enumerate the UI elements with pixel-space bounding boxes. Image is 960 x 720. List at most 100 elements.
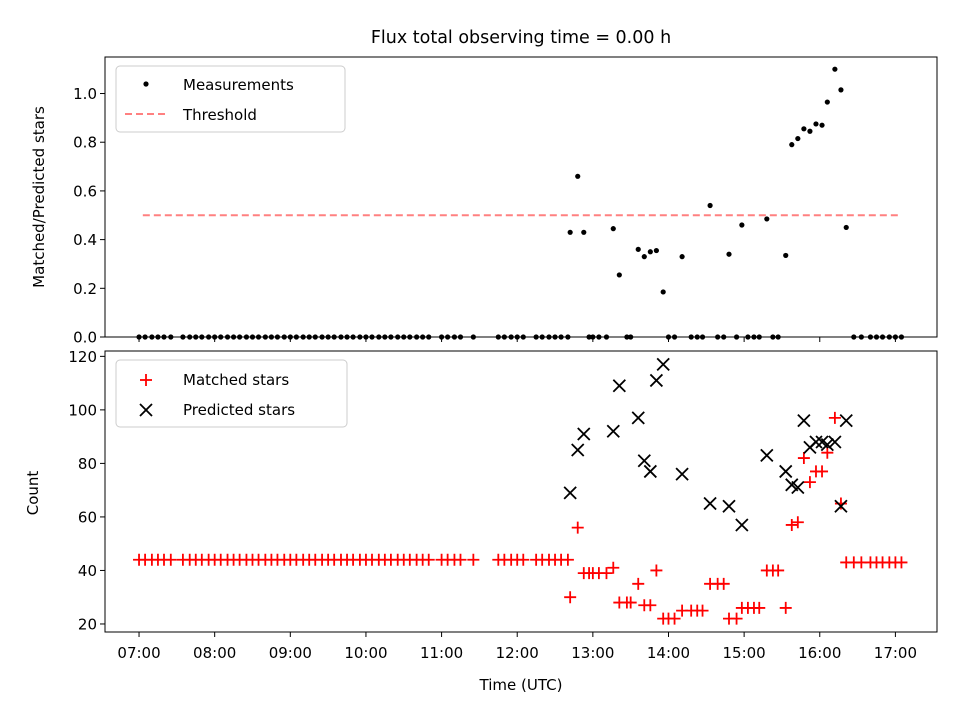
matched-stars-point [696, 604, 709, 617]
count-y-ticks: 20 40 60 80 100 120 [68, 348, 105, 633]
count-y-tick-label: 20 [78, 615, 97, 633]
matched-stars-point [816, 465, 829, 478]
x-tick-label: 08:00 [193, 644, 236, 662]
legend-measurements-label: Measurements [183, 76, 294, 94]
measurement-point [801, 126, 807, 132]
measurement-point [764, 216, 770, 222]
predicted-stars-point [675, 467, 689, 481]
measurement-point [824, 99, 830, 105]
ratio-y-tick-label: 0.8 [73, 134, 97, 152]
matched-stars-point [730, 612, 743, 625]
x-tick-label: 11:00 [420, 644, 463, 662]
measurement-point [726, 251, 732, 257]
matched-stars-point [828, 411, 841, 424]
count-y-tick-label: 60 [78, 508, 97, 526]
predicted-stars-point [760, 448, 774, 463]
matched-stars-point [668, 612, 681, 625]
ratio-legend-box [115, 65, 346, 133]
count-y-tick-label: 40 [78, 562, 97, 580]
predicted-stars-point [606, 424, 620, 438]
predicted-stars-point [656, 357, 670, 372]
x-tick-label: 17:00 [874, 644, 917, 662]
matched-stars-point [644, 599, 657, 612]
measurement-point [843, 224, 849, 231]
predicted-stars-point [637, 454, 651, 468]
ratio-axes-frame [104, 56, 938, 338]
measurement-point [616, 272, 622, 278]
count-y-tick-label: 100 [68, 401, 97, 419]
measurement-point [807, 128, 813, 134]
predicted-stars-point [779, 464, 793, 479]
measurement-point [707, 202, 713, 209]
x-tick-label: 12:00 [496, 644, 539, 662]
count-y-tick-label: 120 [68, 348, 97, 366]
matched-stars-point [791, 516, 804, 529]
chart-title: Flux total observing time = 0.00 h [371, 28, 671, 48]
predicted-stars-point [820, 438, 834, 452]
measurement-point [610, 226, 616, 232]
ratio-y-tick-label: 0.0 [73, 329, 97, 347]
matched-stars-point [895, 556, 908, 569]
matched-stars-point [571, 521, 584, 534]
count-axes-frame [104, 350, 938, 633]
predicted-stars-point [809, 435, 823, 449]
x-tick-label: 09:00 [269, 644, 312, 662]
matched-stars-point [164, 553, 177, 566]
predicted-stars-point [722, 499, 736, 513]
measurement-point [567, 229, 573, 235]
predicted-stars-point [791, 480, 805, 495]
ratio-y-axis-label: Matched/Predicted stars [30, 106, 48, 288]
count-y-tick-label: 80 [78, 455, 97, 473]
x-tick-label: 14:00 [647, 644, 690, 662]
predicted-stars-point [797, 413, 811, 428]
predicted-stars-point [839, 413, 853, 428]
x-tick-label: 15:00 [723, 644, 766, 662]
matched-stars-point [650, 564, 663, 577]
matched-stars-point [779, 601, 792, 614]
matched-stars-point [607, 561, 620, 574]
measurement-point [641, 254, 647, 260]
ratio-y-tick-label: 1.0 [73, 85, 97, 103]
measurement-point [635, 246, 641, 252]
measurement-point [795, 135, 801, 142]
matched-stars-point [467, 553, 480, 566]
matched-stars-point [564, 591, 577, 604]
count-legend-box [115, 359, 348, 428]
count-panel: 20 40 60 80 100 120 07:00 08:00 09:00 10:00 11:00… [24, 348, 938, 694]
x-tick-label: 13:00 [571, 644, 614, 662]
matched-stars-point [600, 567, 613, 580]
legend-predicted-label: Predicted stars [183, 401, 295, 419]
matched-stars-point [561, 553, 574, 566]
predicted-stars-point [571, 443, 585, 457]
matched-stars-point [454, 553, 467, 566]
x-tick-label: 07:00 [117, 644, 160, 662]
ratio-legend: Measurements Threshold [115, 65, 346, 133]
predicted-stars-point [828, 435, 842, 449]
matched-stars-point [753, 601, 766, 614]
legend-predicted-marker [139, 403, 153, 417]
legend-measurements-marker [143, 81, 149, 87]
measurement-point [832, 66, 838, 72]
measurement-point [581, 229, 587, 235]
predicted-stars-point [563, 486, 577, 500]
matched-stars-point [632, 577, 645, 590]
count-y-axis-label: Count [24, 471, 42, 516]
predicted-stars-point [631, 411, 645, 425]
matched-stars-point [785, 518, 798, 531]
predicted-stars-point [735, 518, 749, 532]
ratio-y-tick-label: 0.2 [73, 280, 97, 298]
count-plot-area [133, 357, 908, 625]
measurement-point [739, 222, 745, 228]
legend-matched-marker [140, 374, 152, 386]
predicted-stars-point [577, 427, 591, 441]
ratio-y-tick-label: 0.4 [73, 231, 97, 249]
measurement-point [838, 87, 844, 93]
count-legend: Matched stars Predicted stars [115, 359, 348, 428]
matched-stars-point [797, 452, 810, 465]
predicted-stars-point [649, 373, 664, 388]
matched-stars-point [717, 577, 730, 590]
x-tick-label: 10:00 [344, 644, 387, 662]
legend-matched-label: Matched stars [183, 371, 289, 389]
legend-threshold-label: Threshold [182, 106, 257, 124]
predicted-stars-point [612, 379, 626, 393]
